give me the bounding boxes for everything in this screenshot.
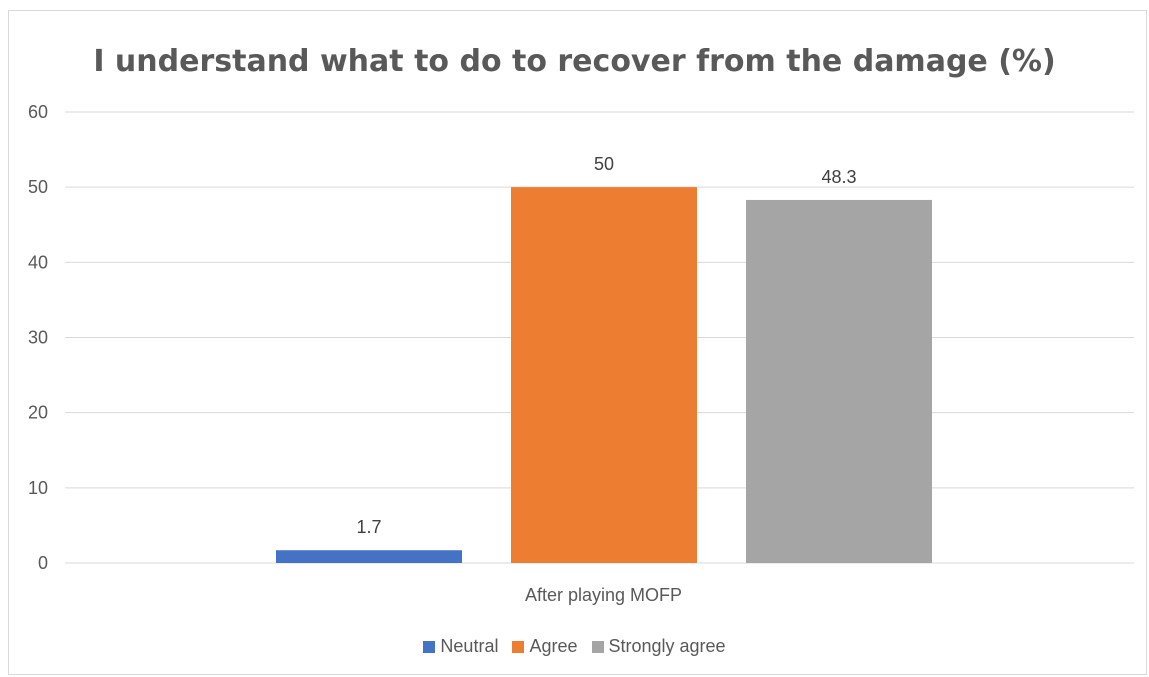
- bar-strongly-agree: [746, 199, 932, 563]
- data-label: 50: [594, 154, 614, 174]
- bar-neutral: [276, 550, 462, 563]
- data-labels: 1.7 50 48.3: [356, 154, 856, 537]
- category-labels: After playing MOFP: [525, 585, 682, 605]
- bars: [276, 187, 932, 563]
- legend-item: Strongly agree: [591, 636, 726, 657]
- y-tick-label: 60: [28, 102, 48, 122]
- y-tick-label: 10: [28, 478, 48, 498]
- y-tick-label: 0: [38, 553, 48, 573]
- legend-label: Strongly agree: [608, 636, 726, 656]
- legend-swatch: [591, 640, 604, 653]
- y-tick-label: 40: [28, 252, 48, 272]
- legend-label: Agree: [529, 636, 578, 656]
- chart-title: I understand what to do to recover from …: [93, 44, 1056, 79]
- legend-item: Neutral: [423, 636, 498, 657]
- legend-swatch: [512, 640, 525, 653]
- y-axis-ticks: 0 10 20 30 40 50 60: [28, 102, 48, 573]
- bar-agree: [511, 187, 697, 563]
- data-label: 48.3: [821, 167, 856, 187]
- y-tick-label: 30: [28, 328, 48, 348]
- legend: Neutral Agree Strongly agree: [0, 636, 1149, 657]
- y-tick-label: 20: [28, 403, 48, 423]
- category-label: After playing MOFP: [525, 585, 682, 605]
- legend-item: Agree: [512, 636, 578, 657]
- data-label: 1.7: [356, 517, 381, 537]
- legend-swatch: [423, 640, 436, 653]
- y-tick-label: 50: [28, 177, 48, 197]
- legend-label: Neutral: [440, 636, 499, 656]
